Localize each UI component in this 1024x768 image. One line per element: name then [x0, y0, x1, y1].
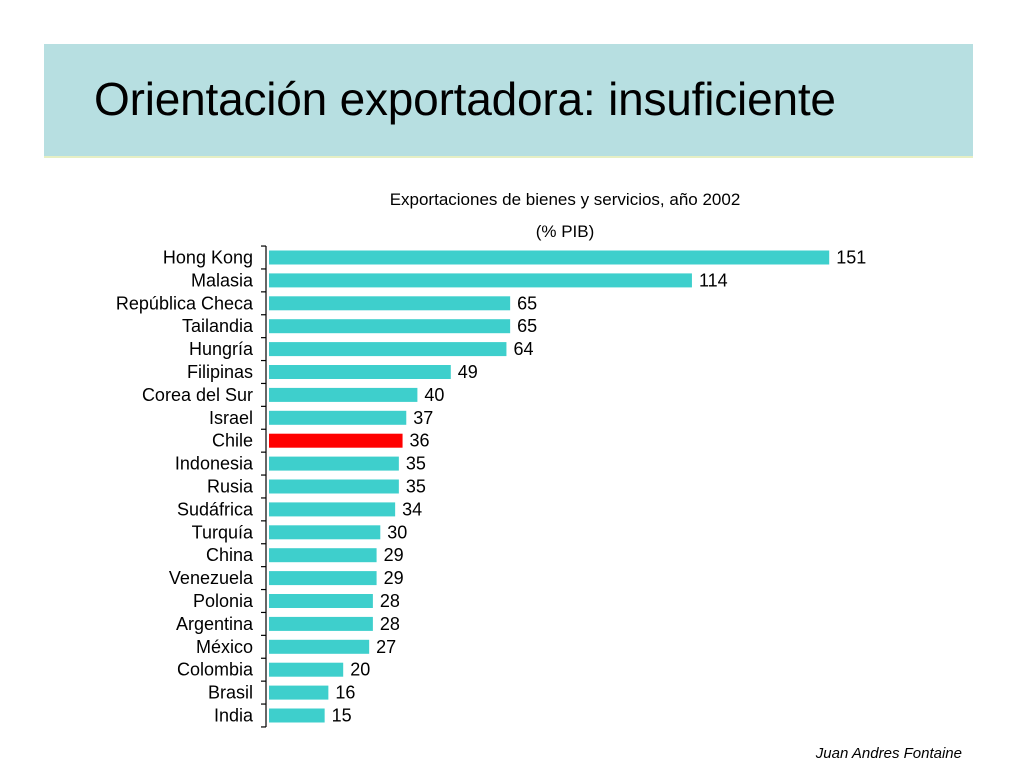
category-label: China — [206, 545, 254, 565]
data-label: 28 — [380, 591, 400, 611]
category-label: República Checa — [116, 293, 254, 313]
data-label: 15 — [332, 706, 352, 726]
bar — [269, 525, 381, 540]
data-label: 49 — [458, 362, 478, 382]
bar — [269, 273, 692, 288]
data-label: 37 — [413, 408, 433, 428]
category-label: Israel — [209, 408, 253, 428]
data-label: 64 — [513, 339, 533, 359]
author-footer: Juan Andres Fontaine — [815, 745, 962, 762]
category-label: Filipinas — [187, 362, 253, 382]
bar — [269, 479, 399, 494]
bar — [269, 616, 373, 631]
bar — [269, 410, 407, 425]
data-label: 30 — [387, 522, 407, 542]
category-label: Venezuela — [169, 568, 254, 588]
category-label: Tailandia — [182, 316, 254, 336]
bar — [269, 456, 399, 471]
category-label: Malasia — [191, 270, 254, 290]
category-label: India — [214, 706, 254, 726]
bars: 1511146565644940373635353430292928282720… — [269, 248, 866, 726]
title-band: Orientación exportadora: insuficiente — [44, 44, 973, 158]
bar — [269, 708, 325, 723]
data-label: 151 — [836, 248, 866, 268]
chart-subtitle: (% PIB) — [536, 222, 595, 241]
data-label: 114 — [699, 270, 728, 290]
data-label: 36 — [410, 431, 430, 451]
category-label: Turquía — [192, 522, 254, 542]
bar — [269, 639, 370, 654]
data-label: 29 — [384, 568, 404, 588]
data-label: 40 — [424, 385, 444, 405]
data-label: 65 — [517, 316, 537, 336]
data-label: 35 — [406, 454, 426, 474]
data-label: 16 — [335, 683, 355, 703]
bar — [269, 502, 396, 517]
category-label: Argentina — [176, 614, 254, 634]
category-label: Sudáfrica — [177, 499, 254, 519]
data-label: 35 — [406, 477, 426, 497]
category-label: Hungría — [189, 339, 254, 359]
category-label: Hong Kong — [163, 248, 253, 268]
data-label: 20 — [350, 660, 370, 680]
category-label: Colombia — [177, 660, 254, 680]
category-label: Indonesia — [175, 454, 254, 474]
category-label: Brasil — [208, 683, 253, 703]
bar — [269, 342, 507, 357]
bar — [269, 594, 373, 608]
bar — [269, 296, 511, 311]
data-label: 65 — [517, 293, 537, 313]
category-label: Corea del Sur — [142, 385, 253, 405]
category-label: Chile — [212, 431, 253, 451]
data-label: 28 — [380, 614, 400, 634]
bar — [269, 365, 451, 379]
category-label: México — [196, 637, 253, 657]
bar — [269, 250, 830, 265]
category-label: Rusia — [207, 477, 254, 497]
data-label: 27 — [376, 637, 396, 657]
bar — [269, 571, 377, 586]
category-label: Polonia — [193, 591, 254, 611]
bar — [269, 548, 377, 563]
bar — [269, 685, 329, 700]
slide-title: Orientación exportadora: insuficiente — [94, 73, 836, 125]
bar — [269, 387, 418, 402]
data-label: 34 — [402, 499, 422, 519]
chart-title: Exportaciones de bienes y servicios, año… — [390, 190, 741, 209]
bar — [269, 319, 511, 334]
data-label: 29 — [384, 545, 404, 565]
bar — [269, 662, 344, 677]
bar — [269, 433, 403, 448]
